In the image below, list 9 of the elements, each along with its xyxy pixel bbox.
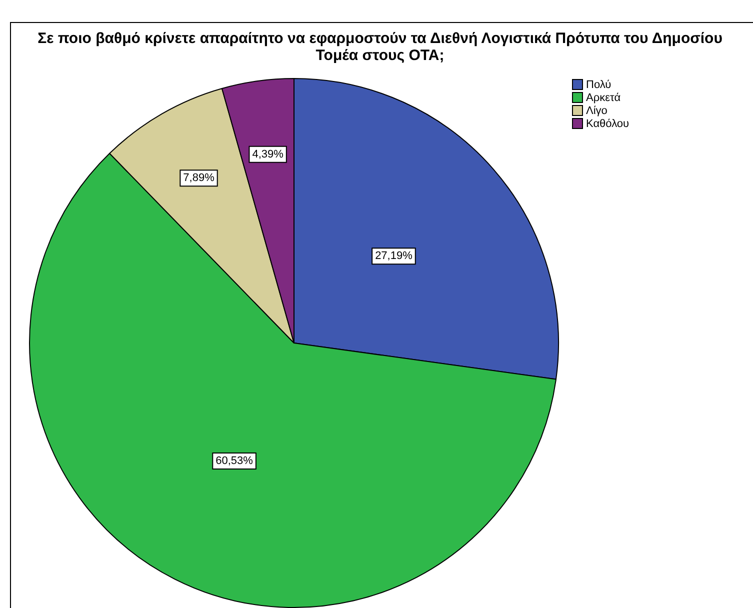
data-label: 60,53% bbox=[216, 455, 254, 468]
legend-label: Καθόλου bbox=[586, 118, 630, 130]
legend-label: Αρκετά bbox=[586, 92, 621, 104]
legend-label: Πολύ bbox=[586, 78, 612, 90]
data-label: 4,39% bbox=[252, 148, 284, 160]
data-label: 27,19% bbox=[375, 250, 413, 262]
data-label: 7,89% bbox=[183, 172, 215, 184]
legend-label: Λίγο bbox=[586, 104, 608, 116]
chart-title: Σε ποιο βαθμό κρίνετε απαραίτητο να εφαρμοστούν τα Διεθνή Λογιστικά Πρότυπα του Δημοσίου Τομέα στους ΟΤΑ; bbox=[36, 30, 724, 64]
